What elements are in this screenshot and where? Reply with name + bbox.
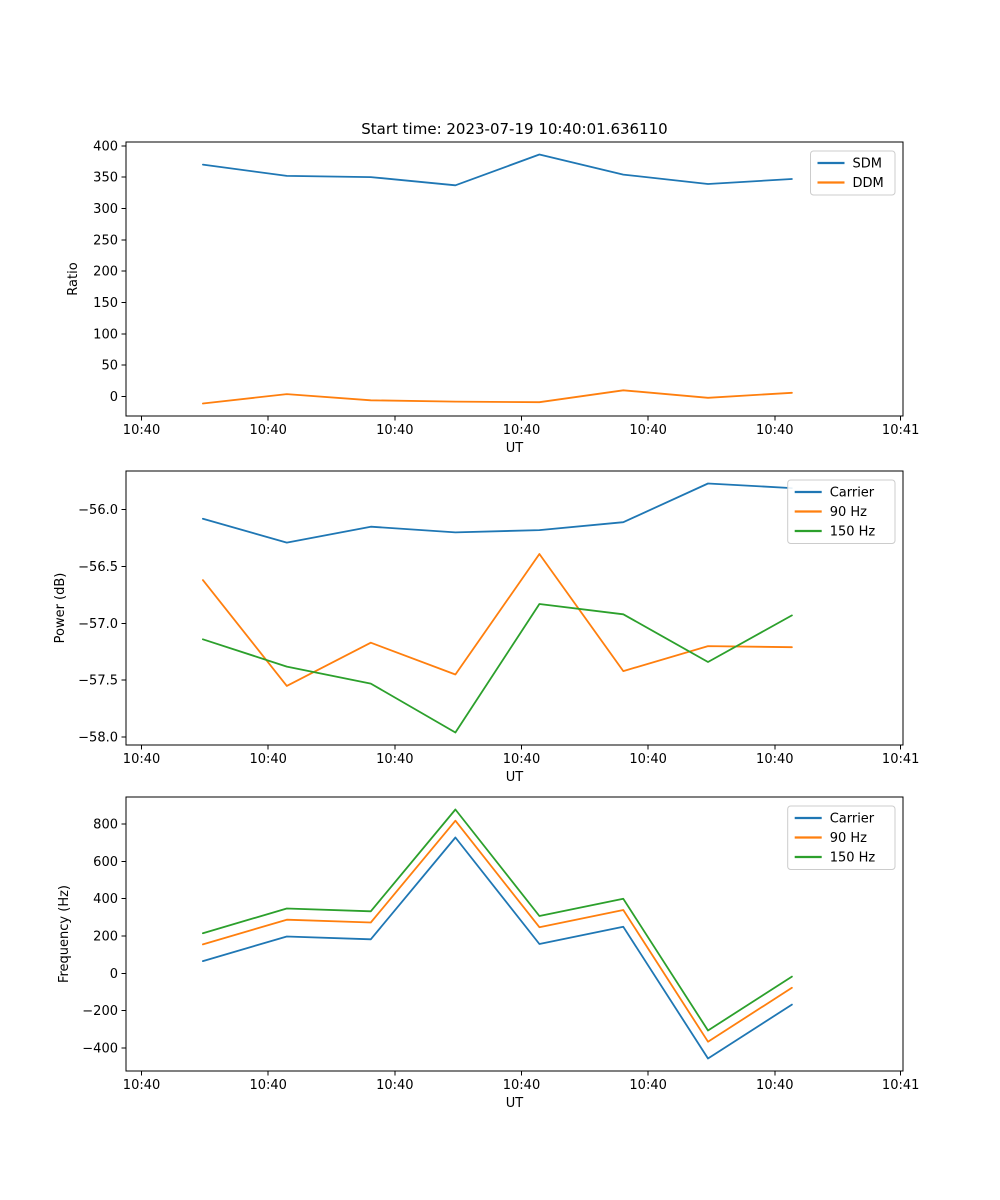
legend-label-carrier: Carrier bbox=[830, 812, 875, 827]
y-axis-label: Frequency (Hz) bbox=[57, 885, 72, 983]
y-tick-label: 300 bbox=[93, 202, 118, 217]
legend-label-carrier: Carrier bbox=[830, 486, 875, 501]
y-tick-label: 600 bbox=[93, 855, 118, 870]
y-tick-label: 350 bbox=[93, 171, 118, 186]
legend-label-90-hz: 90 Hz bbox=[830, 831, 867, 846]
x-tick-label: 10:41 bbox=[882, 423, 919, 438]
carrier-line bbox=[201, 482, 793, 544]
y-tick-label: 250 bbox=[93, 233, 118, 248]
legend: Carrier 90 Hz 150 Hz bbox=[787, 479, 896, 544]
axes-box bbox=[125, 796, 904, 1072]
legend-label-sdm: SDM bbox=[853, 157, 882, 172]
150-hz-line bbox=[201, 808, 793, 1032]
x-tick-label: 10:40 bbox=[629, 423, 666, 438]
ratio-chart: 0 50 100 150 200 250 300 350 400 10:40 10:40 10:40 1… bbox=[66, 120, 919, 456]
y-tick-label: −56.0 bbox=[78, 503, 118, 518]
x-tick-label: 10:40 bbox=[376, 423, 413, 438]
sdm-line bbox=[201, 153, 793, 187]
ddm-line bbox=[201, 389, 793, 405]
y-tick-label: −57.5 bbox=[78, 674, 118, 689]
y-tick-label: 200 bbox=[93, 929, 118, 944]
x-tick-label: 10:40 bbox=[123, 1078, 160, 1093]
x-tick-label: 10:40 bbox=[629, 1078, 666, 1093]
legend-label-90-hz: 90 Hz bbox=[830, 505, 867, 520]
x-tick-label: 10:41 bbox=[882, 752, 919, 767]
legend-box bbox=[787, 805, 896, 870]
x-tick-label: 10:40 bbox=[123, 423, 160, 438]
chart-title: Start time: 2023-07-19 10:40:01.636110 bbox=[361, 120, 667, 138]
y-tick-label: −56.5 bbox=[78, 560, 118, 575]
y-tick-label: 50 bbox=[101, 359, 118, 374]
axes-box bbox=[125, 470, 904, 746]
x-tick-label: 10:40 bbox=[249, 423, 286, 438]
legend-label-150-hz: 150 Hz bbox=[830, 851, 876, 866]
90-hz-line bbox=[201, 553, 793, 687]
x-tick-label: 10:40 bbox=[376, 752, 413, 767]
y-tick-label: −200 bbox=[82, 1004, 118, 1019]
y-tick-label: 0 bbox=[110, 390, 118, 405]
x-tick-label: 10:40 bbox=[249, 752, 286, 767]
y-tick-label: −400 bbox=[82, 1041, 118, 1056]
legend-box bbox=[787, 479, 896, 544]
x-tick-label: 10:40 bbox=[756, 1078, 793, 1093]
axes-box bbox=[125, 141, 904, 417]
x-tick-label: 10:40 bbox=[503, 752, 540, 767]
y-tick-label: 400 bbox=[93, 892, 118, 907]
y-tick-label: 150 bbox=[93, 296, 118, 311]
legend: SDM DDM bbox=[810, 150, 896, 196]
x-axis-label: UT bbox=[506, 441, 524, 456]
x-tick-label: 10:40 bbox=[756, 752, 793, 767]
y-tick-label: 0 bbox=[110, 967, 118, 982]
y-tick-label: 800 bbox=[93, 818, 118, 833]
y-tick-label: −58.0 bbox=[78, 731, 118, 746]
y-tick-label: 200 bbox=[93, 265, 118, 280]
y-tick-label: 100 bbox=[93, 327, 118, 342]
x-tick-label: 10:41 bbox=[882, 1078, 919, 1093]
x-axis-label: UT bbox=[506, 1096, 524, 1111]
y-tick-label: −57.0 bbox=[78, 617, 118, 632]
x-tick-label: 10:40 bbox=[123, 752, 160, 767]
x-tick-label: 10:40 bbox=[756, 423, 793, 438]
x-tick-label: 10:40 bbox=[249, 1078, 286, 1093]
carrier-line bbox=[201, 836, 793, 1060]
x-axis-label: UT bbox=[506, 770, 524, 785]
power-chart: −58.0 −57.5 −57.0 −56.5 −56.0 10:40 10:40 10:40… bbox=[53, 470, 919, 785]
x-tick-label: 10:40 bbox=[503, 423, 540, 438]
legend-label-150-hz: 150 Hz bbox=[830, 525, 876, 540]
y-tick-label: 400 bbox=[93, 139, 118, 154]
y-axis-label: Power (dB) bbox=[53, 573, 68, 644]
legend: Carrier 90 Hz 150 Hz bbox=[787, 805, 896, 870]
x-tick-label: 10:40 bbox=[376, 1078, 413, 1093]
y-axis-label: Ratio bbox=[66, 262, 81, 295]
x-tick-label: 10:40 bbox=[629, 752, 666, 767]
legend-label-ddm: DDM bbox=[853, 176, 884, 191]
x-tick-label: 10:40 bbox=[503, 1078, 540, 1093]
frequency-chart: −400 −200 0 200 400 600 800 10:40 10:40 10:40 10:4… bbox=[57, 796, 919, 1111]
150-hz-line bbox=[201, 603, 793, 734]
90-hz-line bbox=[201, 819, 793, 1043]
